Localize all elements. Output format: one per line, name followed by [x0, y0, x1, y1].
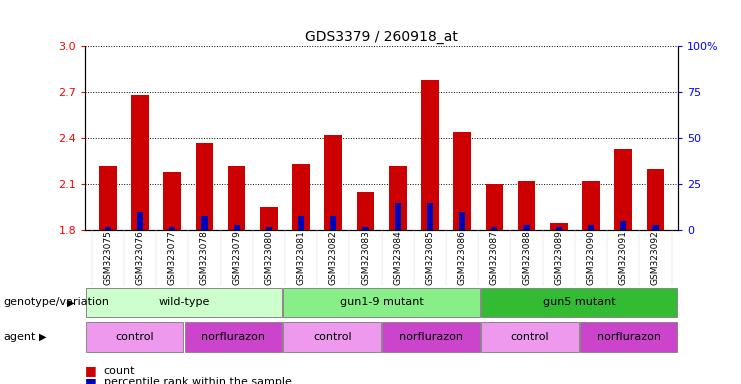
Bar	[580, 322, 677, 352]
Bar	[325, 135, 342, 230]
Text: GSM323080: GSM323080	[265, 230, 273, 285]
Text: GSM323083: GSM323083	[361, 230, 370, 285]
Bar	[330, 216, 336, 230]
Text: norflurazon: norflurazon	[597, 332, 661, 342]
Bar	[131, 95, 149, 230]
Text: GSM323077: GSM323077	[167, 230, 176, 285]
Bar	[99, 166, 116, 230]
Bar	[356, 192, 374, 230]
Text: gun5 mutant: gun5 mutant	[543, 297, 616, 308]
Text: control: control	[116, 332, 154, 342]
Bar	[260, 207, 278, 230]
Bar	[292, 164, 310, 230]
Bar	[233, 225, 240, 230]
Text: GSM323089: GSM323089	[554, 230, 563, 285]
Bar	[104, 227, 111, 230]
Text: ■: ■	[85, 376, 97, 384]
Text: GSM323088: GSM323088	[522, 230, 531, 285]
Bar	[481, 288, 677, 317]
Bar	[169, 227, 176, 230]
Text: ▶: ▶	[67, 297, 74, 308]
Text: GSM323085: GSM323085	[425, 230, 434, 285]
Bar	[137, 212, 143, 230]
Text: wild-type: wild-type	[159, 297, 210, 308]
Bar	[298, 216, 304, 230]
Bar	[582, 181, 600, 230]
Bar	[362, 227, 368, 230]
Bar	[556, 227, 562, 230]
Text: GSM323079: GSM323079	[232, 230, 241, 285]
Bar	[427, 203, 433, 230]
Text: control: control	[511, 332, 549, 342]
Text: norflurazon: norflurazon	[202, 332, 265, 342]
Text: GSM323075: GSM323075	[103, 230, 113, 285]
Bar	[620, 221, 626, 230]
Bar	[196, 143, 213, 230]
Bar	[491, 227, 497, 230]
Bar	[588, 225, 594, 230]
Bar	[389, 166, 407, 230]
Bar	[481, 322, 579, 352]
Bar	[523, 225, 530, 230]
Bar	[647, 169, 665, 230]
Text: GSM323092: GSM323092	[651, 230, 660, 285]
Text: GSM323087: GSM323087	[490, 230, 499, 285]
Text: count: count	[104, 366, 136, 376]
Text: genotype/variation: genotype/variation	[4, 297, 110, 308]
Bar	[614, 149, 632, 230]
Bar	[163, 172, 181, 230]
Text: ▶: ▶	[39, 332, 46, 342]
Text: GSM323084: GSM323084	[393, 230, 402, 285]
Bar	[453, 132, 471, 230]
Text: percentile rank within the sample: percentile rank within the sample	[104, 377, 292, 384]
Bar	[202, 216, 207, 230]
Bar	[550, 223, 568, 230]
Bar	[266, 227, 272, 230]
Bar	[395, 203, 401, 230]
Bar	[485, 184, 503, 230]
Bar	[185, 322, 282, 352]
Text: GSM323076: GSM323076	[136, 230, 144, 285]
Text: GSM323090: GSM323090	[587, 230, 596, 285]
Text: ■: ■	[85, 364, 97, 377]
Bar	[459, 212, 465, 230]
Bar	[284, 288, 479, 317]
Bar	[518, 181, 536, 230]
Bar	[421, 80, 439, 230]
Text: agent: agent	[4, 332, 36, 342]
Text: GSM323086: GSM323086	[458, 230, 467, 285]
Bar	[652, 225, 659, 230]
Text: GSM323081: GSM323081	[296, 230, 305, 285]
Text: norflurazon: norflurazon	[399, 332, 463, 342]
Title: GDS3379 / 260918_at: GDS3379 / 260918_at	[305, 30, 458, 44]
Bar	[227, 166, 245, 230]
Text: GSM323082: GSM323082	[329, 230, 338, 285]
Text: gun1-9 mutant: gun1-9 mutant	[339, 297, 424, 308]
Bar	[86, 288, 282, 317]
Text: GSM323091: GSM323091	[619, 230, 628, 285]
Bar	[382, 322, 479, 352]
Text: control: control	[313, 332, 351, 342]
Bar	[284, 322, 381, 352]
Text: GSM323078: GSM323078	[200, 230, 209, 285]
Bar	[86, 322, 183, 352]
